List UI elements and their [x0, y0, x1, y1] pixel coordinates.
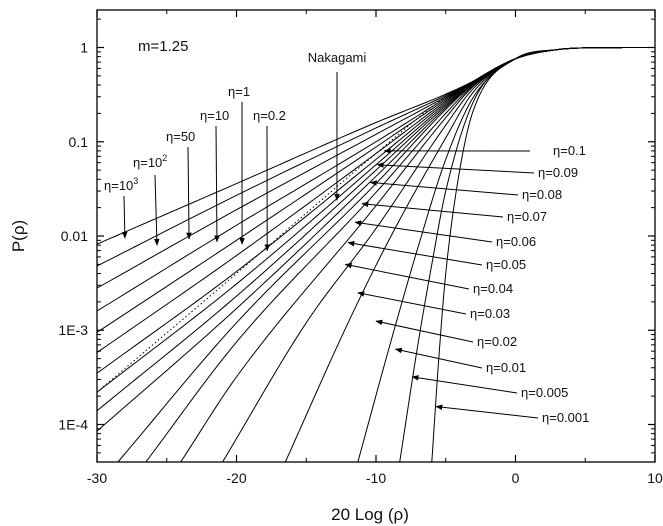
annotation-label-15: η=0.03 — [470, 306, 510, 321]
annotation-label-17: η=0.01 — [486, 360, 526, 375]
y-axis-title: P(ρ) — [9, 220, 28, 252]
annotation-arrow-17 — [394, 347, 483, 369]
annotation-label-11: η=0.07 — [507, 209, 547, 224]
series-line-6 — [97, 47, 655, 374]
annotation-arrow-5 — [214, 125, 220, 243]
plot-area: -30 -20 -10 0 10 1E-4 1E-3 0.01 0.1 1 20 Log (ρ) P(… — [9, 9, 663, 524]
x-tick-label: -10 — [366, 470, 386, 486]
annotation-label-3: η=102 — [133, 153, 167, 170]
annotation-arrow-12 — [354, 220, 493, 243]
annotation-arrow-4 — [186, 146, 192, 240]
annotation-arrow-9 — [376, 162, 535, 174]
series-line-7 — [97, 47, 655, 393]
annotation-arrow-13 — [347, 240, 483, 266]
annotation-label-19: η=0.001 — [542, 410, 589, 425]
annotations-group: Nakagami η=103 η=102 η=50 η=10 η=1η=0.2 η=0.1 η… — [104, 50, 589, 425]
annotation-arrow-2 — [121, 195, 128, 239]
annotation-arrow-11 — [361, 201, 504, 218]
series-line-4 — [97, 47, 655, 333]
y-tick-label: 1 — [80, 40, 88, 56]
annotation-label-8: η=0.1 — [553, 143, 586, 158]
y-tick-label: 1E-4 — [58, 416, 88, 432]
series-line-10 — [117, 47, 655, 462]
series-line-17 — [431, 47, 655, 462]
annotation-label-2: η=103 — [104, 176, 138, 193]
annotation-arrow-3 — [154, 174, 160, 246]
parameter-label: m=1.25 — [138, 38, 188, 55]
y-tick-label: 0.1 — [69, 134, 89, 150]
annotation-arrow-16 — [375, 319, 474, 343]
x-tick-label: 0 — [512, 470, 520, 486]
annotation-arrow-10 — [369, 180, 519, 196]
curves-group — [97, 47, 655, 462]
annotation-label-18: η=0.005 — [521, 385, 568, 400]
nakagami-reference-line — [97, 47, 655, 393]
annotation-label-5: η=10 — [200, 108, 229, 123]
x-axis-title: 20 Log (ρ) — [331, 505, 409, 524]
annotation-label-13: η=0.05 — [486, 257, 526, 272]
annotation-label-6: η=1 — [228, 84, 250, 99]
y-tick-label: 0.01 — [61, 228, 88, 244]
annotation-arrow-19 — [435, 404, 539, 419]
annotation-label-9: η=0.09 — [538, 165, 578, 180]
annotation-label-12: η=0.06 — [496, 234, 536, 249]
series-line-9 — [97, 47, 655, 432]
x-tick-label: -30 — [87, 470, 107, 486]
annotation-label-14: η=0.04 — [473, 281, 513, 296]
annotation-arrow-14 — [344, 262, 470, 290]
y-tick-label: 1E-3 — [58, 322, 88, 338]
annotation-label-1: Nakagami — [308, 50, 367, 65]
annotation-label-7: η=0.2 — [253, 108, 286, 123]
annotation-label-10: η=0.08 — [522, 187, 562, 202]
x-tick-label: -20 — [226, 470, 246, 486]
annotation-label-16: η=0.02 — [477, 334, 517, 349]
series-line-5 — [97, 47, 655, 353]
series-line-15 — [357, 47, 655, 462]
x-tick-label: 10 — [647, 470, 663, 486]
annotation-arrow-18 — [411, 375, 518, 394]
annotation-label-4: η=50 — [166, 129, 195, 144]
annotation-arrow-15 — [357, 291, 467, 315]
